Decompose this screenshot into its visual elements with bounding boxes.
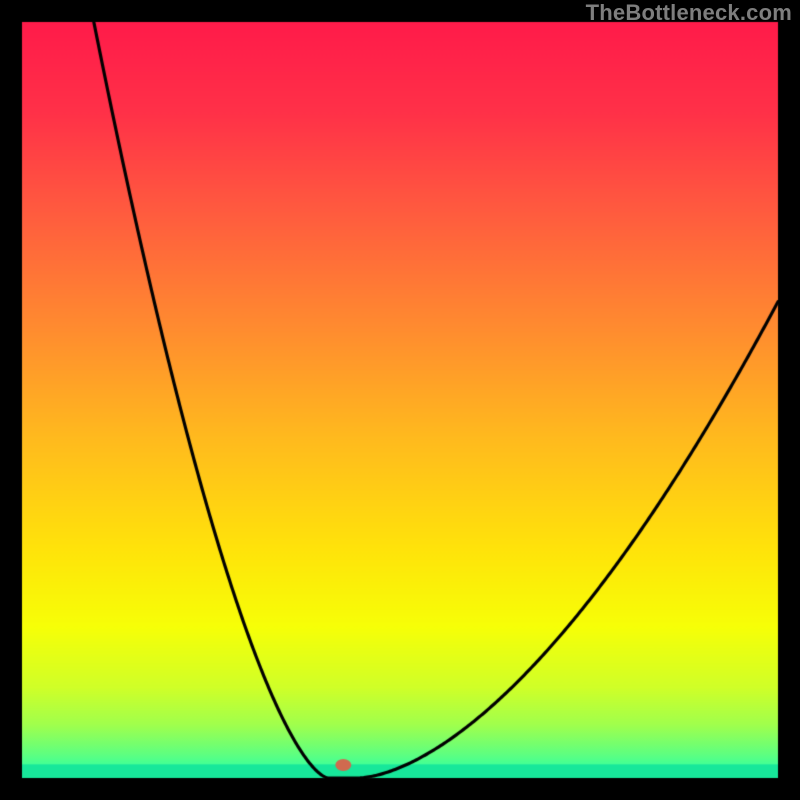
chart-container: TheBottleneck.com xyxy=(0,0,800,800)
bottleneck-curve-canvas xyxy=(0,0,800,800)
